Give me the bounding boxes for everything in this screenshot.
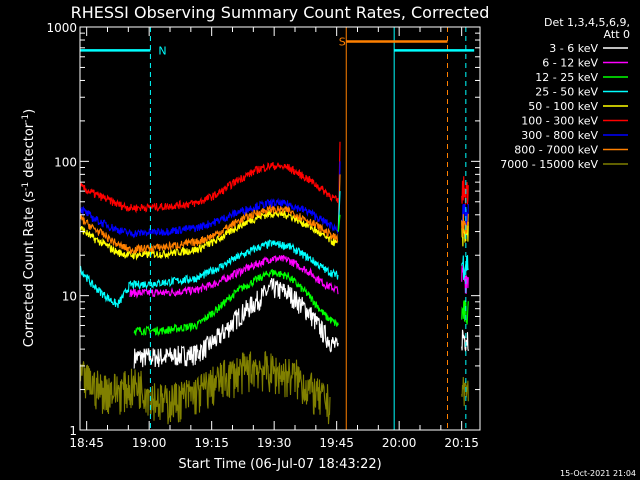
- series-line-8: [79, 350, 331, 425]
- series-line-2: [133, 268, 339, 337]
- legend-label-4: 50 - 100 keV: [528, 100, 598, 113]
- night-flag-label: N: [158, 44, 166, 57]
- x-tick-label: 19:30: [257, 436, 292, 450]
- series-line-1: [129, 254, 339, 299]
- generation-timestamp: 15-Oct-2021 21:04: [560, 469, 636, 478]
- plot-area: NS: [79, 27, 475, 430]
- legend-label-8: 7000 - 15000 keV: [500, 158, 598, 171]
- axes: 1 10 100 1000 18:45 19:00 19:15 19:30 19:45 20:00…: [46, 21, 481, 450]
- series-tail-2: [461, 300, 469, 325]
- y-tick-label: 10: [62, 290, 77, 304]
- x-tick-label: 20:00: [382, 436, 417, 450]
- legend-label-7: 800 - 7000 keV: [514, 144, 598, 157]
- series-line-7: [79, 204, 339, 255]
- legend-label-5: 100 - 300 keV: [521, 115, 598, 128]
- legend-label-6: 300 - 800 keV: [521, 129, 598, 142]
- x-axis-label: Start Time (06-Jul-07 18:43:22): [178, 457, 381, 472]
- y-tick-label: 1: [69, 424, 77, 438]
- series-tail-8: [461, 376, 469, 407]
- y-tick-label: 1000: [46, 21, 77, 35]
- legend-label-3: 25 - 50 keV: [535, 86, 598, 99]
- y-axis-label: Corrected Count Rate (s-1 detector-1): [21, 109, 37, 347]
- x-tick-label: 19:00: [132, 436, 167, 450]
- series-tail-6: [461, 203, 469, 230]
- series-tail-5: [461, 176, 469, 205]
- legend-label-2: 12 - 25 keV: [535, 71, 598, 84]
- series-line-0: [133, 278, 339, 369]
- legend-header-line1: Det 1,3,4,5,6,9,: [544, 16, 630, 29]
- x-tick-label: 19:45: [319, 436, 354, 450]
- plot-frame: [79, 26, 481, 431]
- flare-spike-4: [337, 214, 341, 232]
- x-tick-label: 18:45: [69, 436, 104, 450]
- series-tail-3: [461, 255, 469, 280]
- series-line-4: [79, 209, 339, 261]
- series-line-5: [79, 162, 339, 214]
- x-tick-label: 19:15: [194, 436, 229, 450]
- y-tick-label: 100: [54, 155, 77, 169]
- chart-title: RHESSI Observing Summary Count Rates, Co…: [71, 3, 490, 22]
- series-tail-7: [461, 213, 469, 238]
- saa-flag-label: S: [339, 35, 346, 48]
- series-tail-0: [461, 329, 469, 352]
- legend-label-0: 3 - 6 keV: [549, 42, 598, 55]
- legend-header-line2: Att 0: [604, 28, 630, 41]
- series-line-3: [79, 239, 339, 308]
- x-tick-label: 20:15: [444, 436, 479, 450]
- series-line-6: [79, 197, 339, 239]
- legend: Det 1,3,4,5,6,9, Att 0 3 - 6 keV 6 - 12 k…: [500, 16, 630, 171]
- legend-label-1: 6 - 12 keV: [542, 57, 598, 70]
